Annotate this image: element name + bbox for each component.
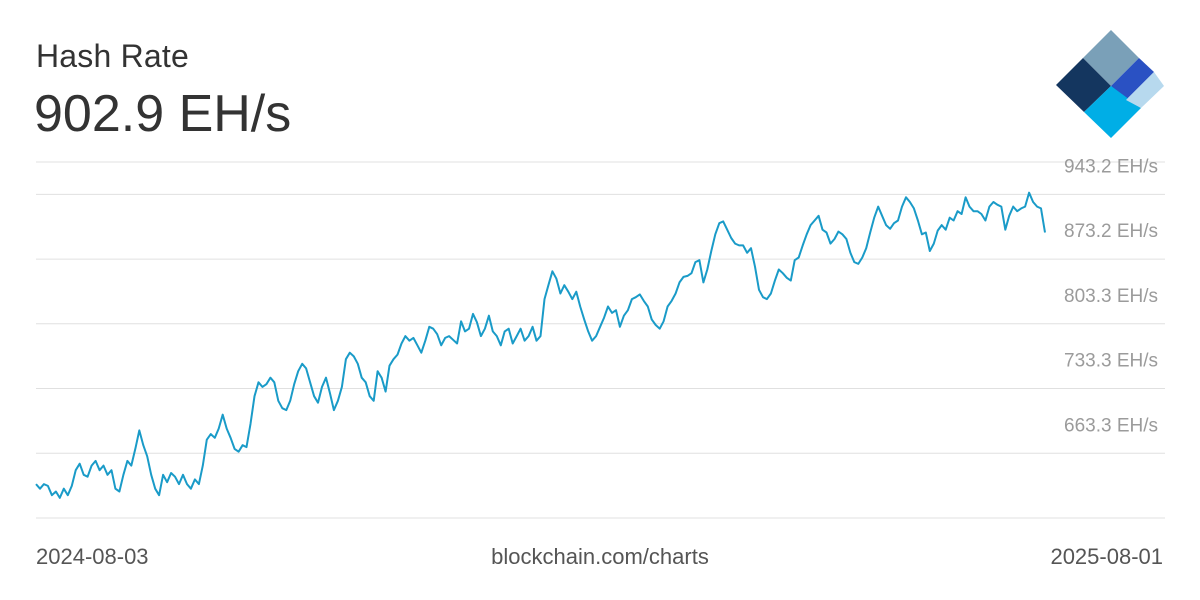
logo-tile-bottom xyxy=(1084,86,1141,138)
start-date-label: 2024-08-03 xyxy=(36,544,149,569)
y-tick-label: 663.3 EH/s xyxy=(1064,415,1158,436)
y-tick-label: 803.3 EH/s xyxy=(1064,286,1158,307)
grid-lines xyxy=(36,161,1165,519)
end-date-label: 2025-08-01 xyxy=(1050,544,1163,569)
hash-rate-series-line xyxy=(35,191,1046,499)
source-link[interactable]: blockchain.com/charts xyxy=(491,544,709,569)
logo-tile-right xyxy=(1111,58,1154,100)
logo-tile-far-right xyxy=(1126,72,1164,108)
series-layer xyxy=(35,191,1046,499)
y-axis-ticks: 663.3 EH/s 733.3 EH/s 803.3 EH/s 873.2 EH/s… xyxy=(1064,156,1158,436)
y-tick-label: 873.2 EH/s xyxy=(1064,221,1158,242)
chart-title: Hash Rate xyxy=(36,38,189,74)
y-tick-label: 943.2 EH/s xyxy=(1064,156,1158,177)
blockchain-logo-icon xyxy=(1056,30,1164,138)
current-value: 902.9 EH/s xyxy=(34,85,292,143)
y-tick-label: 733.3 EH/s xyxy=(1064,351,1158,372)
logo-tile-left xyxy=(1056,58,1111,112)
